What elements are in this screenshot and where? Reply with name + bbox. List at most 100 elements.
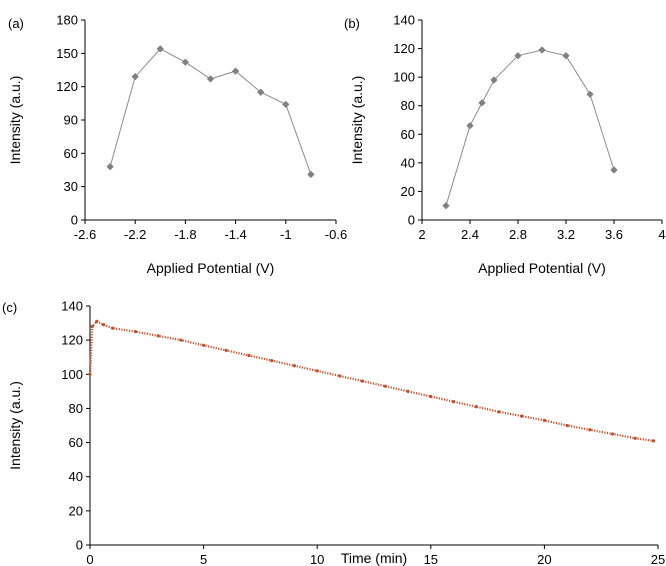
y-tick-label: 120 — [56, 79, 78, 94]
y-tick-label: 100 — [393, 70, 415, 85]
data-point — [514, 51, 522, 60]
chart-panel-1: 0 30 60 90 120 150 180 -2.6 -2.2 -1.8 -1.4 -1 -0.6 Ap… — [7, 13, 347, 277]
y-tick-label: 40 — [401, 155, 415, 170]
data-point — [586, 90, 594, 99]
data-point — [224, 348, 228, 352]
panel-label: (a) — [8, 16, 24, 31]
data-point — [179, 338, 183, 342]
x-axis-title: Time (min) — [341, 550, 407, 566]
data-point — [270, 359, 274, 363]
y-tick-label: 80 — [401, 98, 415, 113]
x-tick-label: -2.6 — [74, 227, 96, 242]
x-tick-label: -0.6 — [325, 227, 347, 242]
y-tick-label: 140 — [61, 299, 83, 314]
x-tick-label: -1.8 — [174, 227, 196, 242]
y-axis-title: Intensity (a.u.) — [349, 76, 365, 165]
y-tick-label: 20 — [401, 184, 415, 199]
data-point — [202, 343, 206, 347]
panel-label: (b) — [344, 16, 360, 31]
data-point — [406, 389, 410, 393]
data-point — [338, 374, 342, 378]
data-point — [156, 334, 160, 338]
data-point — [106, 162, 114, 171]
data-point — [542, 418, 547, 422]
series-line — [109, 48, 312, 175]
y-tick-label: 60 — [401, 127, 415, 142]
y-tick-label: 120 — [61, 333, 83, 348]
x-tick-label: 2 — [418, 227, 425, 242]
data-point — [102, 323, 106, 327]
data-point — [292, 364, 297, 368]
data-point — [282, 100, 290, 109]
data-point — [95, 319, 99, 323]
data-point — [88, 372, 92, 376]
x-axis-title: Applied Potential (V) — [478, 260, 606, 276]
data-point — [247, 353, 251, 358]
data-point — [383, 384, 387, 388]
data-point — [610, 432, 615, 436]
x-tick-label: -2.2 — [124, 227, 146, 242]
x-tick-label: 25 — [651, 552, 665, 566]
data-point — [520, 414, 524, 418]
x-tick-label: 3.2 — [557, 227, 575, 242]
y-tick-label: 100 — [61, 367, 83, 382]
y-tick-label: 0 — [71, 213, 78, 228]
data-point — [429, 394, 433, 399]
y-tick-label: 80 — [69, 401, 83, 416]
data-point — [490, 76, 498, 84]
data-point — [315, 369, 319, 373]
data-point — [497, 410, 501, 414]
data-point — [610, 166, 618, 174]
data-point — [256, 88, 265, 96]
data-point — [562, 51, 570, 60]
y-tick-label: 20 — [69, 503, 83, 518]
data-point — [451, 400, 456, 404]
data-point — [588, 428, 592, 432]
y-tick-label: 60 — [64, 146, 78, 161]
y-tick-label: 30 — [64, 179, 78, 194]
x-tick-label: 4 — [658, 227, 665, 242]
x-tick-label: 3.6 — [605, 227, 623, 242]
data-point — [307, 170, 315, 179]
y-tick-label: 120 — [393, 41, 415, 56]
chart-panel-3: 0 20 40 60 80 100 120 140 0 5 10 15 20 25 Time (min) In… — [2, 299, 665, 566]
x-tick-label: -1 — [280, 227, 292, 242]
y-axis-title: Intensity (a.u.) — [7, 381, 23, 470]
data-point — [442, 201, 450, 210]
y-tick-label: 90 — [64, 113, 78, 128]
chart-panel-2: 0 20 40 60 80 100 120 140 2 2.4 2.8 3.2 3.6 4 Applied … — [344, 13, 666, 277]
panel-label: (c) — [2, 300, 17, 315]
y-tick-label: 150 — [56, 46, 78, 61]
y-tick-label: 0 — [76, 538, 83, 553]
data-point — [156, 45, 165, 53]
y-tick-label: 140 — [393, 13, 415, 28]
x-tick-label: 5 — [200, 552, 207, 566]
y-tick-label: 60 — [69, 435, 83, 450]
data-point — [565, 423, 569, 428]
y-axis-title: Intensity (a.u.) — [7, 76, 23, 165]
data-point — [633, 436, 637, 440]
x-tick-label: 0 — [86, 552, 93, 566]
x-tick-label: -1.4 — [224, 227, 246, 242]
data-point — [131, 72, 139, 81]
data-point — [90, 324, 94, 329]
x-tick-label: 2.8 — [509, 227, 527, 242]
data-point — [181, 58, 190, 66]
x-axis-title: Applied Potential (V) — [147, 260, 275, 276]
data-point — [474, 405, 478, 409]
data-point — [111, 326, 115, 330]
data-point — [361, 379, 365, 383]
series-line — [88, 320, 654, 442]
data-point — [538, 46, 546, 54]
data-point — [231, 67, 240, 75]
data-point — [466, 121, 474, 130]
y-tick-label: 180 — [56, 13, 78, 28]
y-tick-label: 40 — [69, 469, 83, 484]
data-point — [133, 330, 138, 334]
x-tick-label: 15 — [424, 552, 438, 566]
x-tick-label: 10 — [310, 552, 324, 566]
data-point — [206, 75, 215, 83]
data-point — [651, 439, 656, 443]
x-tick-label: 20 — [537, 552, 551, 566]
